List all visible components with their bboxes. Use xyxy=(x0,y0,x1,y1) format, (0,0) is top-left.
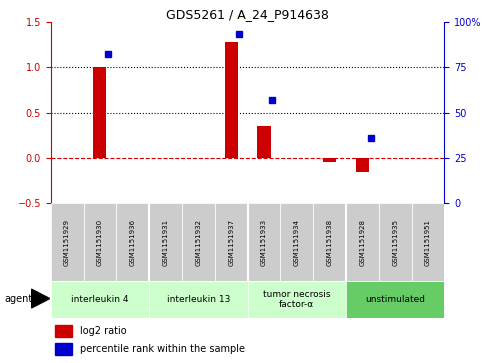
Text: GSM1151938: GSM1151938 xyxy=(327,219,333,266)
Bar xyxy=(247,281,346,318)
Text: log2 ratio: log2 ratio xyxy=(80,326,127,336)
Text: GSM1151931: GSM1151931 xyxy=(162,219,169,266)
Bar xyxy=(313,203,346,281)
Bar xyxy=(225,42,238,158)
Bar xyxy=(55,343,72,355)
Bar xyxy=(149,281,247,318)
Bar xyxy=(247,203,280,281)
Bar xyxy=(149,203,182,281)
Text: GSM1151937: GSM1151937 xyxy=(228,219,234,266)
Bar xyxy=(280,203,313,281)
Bar xyxy=(346,281,444,318)
Polygon shape xyxy=(31,289,50,308)
Text: interleukin 4: interleukin 4 xyxy=(71,295,128,304)
Bar xyxy=(379,203,412,281)
Text: agent: agent xyxy=(5,294,33,305)
Text: GSM1151928: GSM1151928 xyxy=(359,219,365,266)
Bar xyxy=(215,203,247,281)
Bar xyxy=(51,203,84,281)
Bar xyxy=(182,203,215,281)
Text: unstimulated: unstimulated xyxy=(365,295,425,304)
Bar xyxy=(84,203,116,281)
Bar xyxy=(55,325,72,338)
Bar xyxy=(93,67,106,158)
Title: GDS5261 / A_24_P914638: GDS5261 / A_24_P914638 xyxy=(166,8,329,21)
Text: percentile rank within the sample: percentile rank within the sample xyxy=(80,344,245,354)
Text: GSM1151933: GSM1151933 xyxy=(261,219,267,266)
Text: GSM1151934: GSM1151934 xyxy=(294,219,300,266)
Bar xyxy=(116,203,149,281)
Text: GSM1151951: GSM1151951 xyxy=(425,219,431,266)
Bar xyxy=(323,158,336,162)
Text: tumor necrosis
factor-α: tumor necrosis factor-α xyxy=(263,290,330,309)
Bar xyxy=(356,158,369,171)
Bar xyxy=(412,203,444,281)
Text: GSM1151936: GSM1151936 xyxy=(130,219,136,266)
Bar xyxy=(257,126,270,158)
Text: GSM1151930: GSM1151930 xyxy=(97,219,103,266)
Bar xyxy=(51,281,149,318)
Text: GSM1151932: GSM1151932 xyxy=(195,219,201,266)
Text: interleukin 13: interleukin 13 xyxy=(167,295,230,304)
Text: GSM1151935: GSM1151935 xyxy=(392,219,398,266)
Bar xyxy=(346,203,379,281)
Text: GSM1151929: GSM1151929 xyxy=(64,219,70,266)
